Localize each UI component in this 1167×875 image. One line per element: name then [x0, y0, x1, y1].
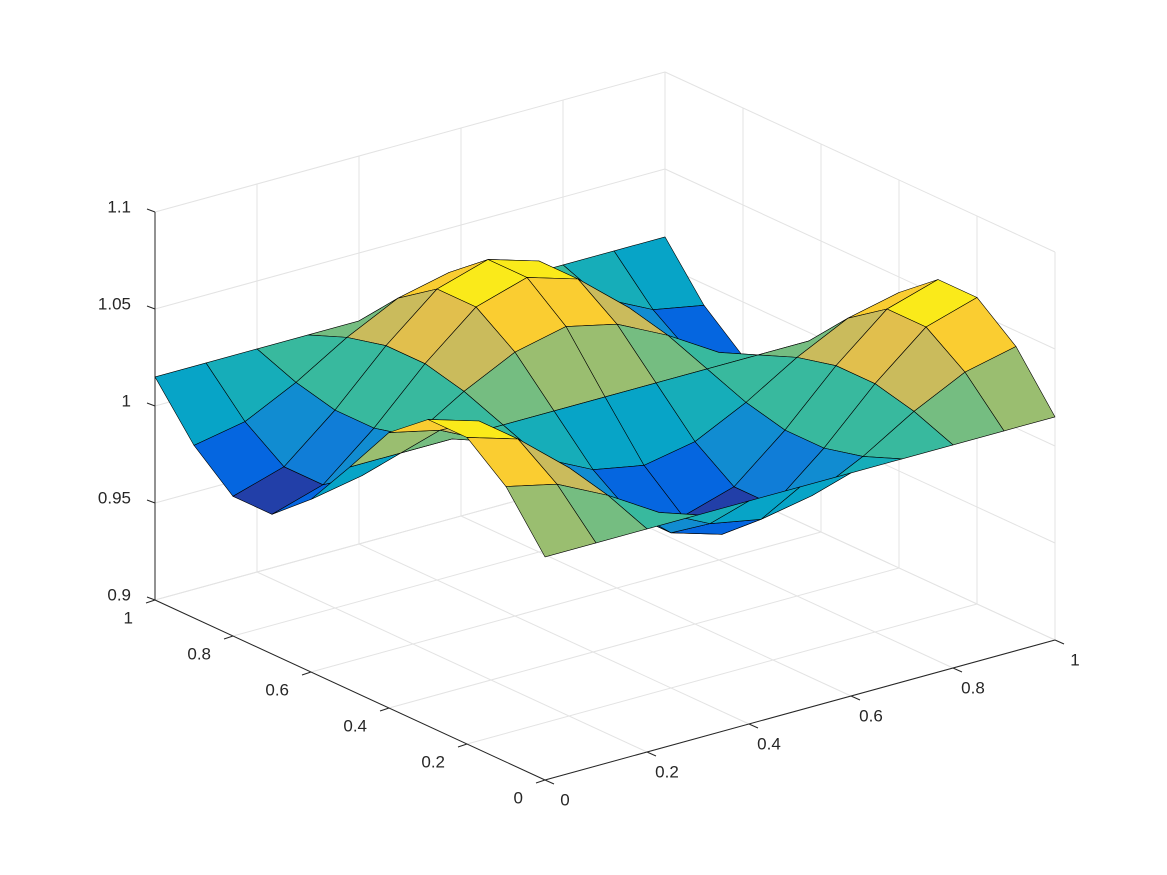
y-tick [301, 671, 312, 676]
grid-line [256, 571, 648, 753]
grid-line [466, 603, 978, 745]
grid-line [310, 531, 822, 673]
y-tick-label: 1 [124, 608, 133, 627]
grid-line [460, 515, 852, 697]
x-tick [748, 723, 759, 729]
y-tick [379, 707, 390, 712]
x-axis [544, 639, 1056, 781]
y-tick-label: 0.2 [421, 752, 445, 771]
y-tick [145, 599, 156, 604]
z-tick [146, 208, 156, 213]
z-tick-label: 1.1 [107, 197, 131, 216]
z-tick-label: 0.95 [98, 488, 131, 507]
x-tick-label: 0 [560, 790, 569, 809]
grid-line [388, 567, 900, 709]
z-tick-label: 1.05 [98, 294, 131, 313]
x-tick [646, 751, 657, 757]
grid-line [664, 71, 1056, 253]
x-tick [952, 667, 963, 673]
y-tick-label: 0.4 [343, 716, 367, 735]
x-tick-label: 1 [1070, 650, 1079, 669]
x-tick [1054, 639, 1065, 645]
y-tick [535, 779, 546, 784]
z-tick-label: 0.9 [107, 585, 131, 604]
x-tick-label: 0.6 [859, 706, 883, 725]
x-tick-label: 0.8 [961, 678, 985, 697]
grid-line [358, 543, 750, 725]
z-tick-label: 1 [122, 391, 131, 410]
y-tick-label: 0 [514, 788, 523, 807]
x-tick-label: 0.2 [655, 762, 679, 781]
x-tick-label: 0.4 [757, 734, 781, 753]
y-axis [154, 599, 546, 781]
x-tick [850, 695, 861, 701]
z-tick [146, 305, 156, 310]
grid-line [154, 71, 666, 213]
surface-patch [505, 483, 597, 558]
z-tick [146, 499, 156, 504]
x-tick [544, 779, 555, 785]
z-tick [146, 596, 156, 601]
y-tick-label: 0.8 [187, 644, 211, 663]
grid-line [154, 168, 666, 310]
y-tick [223, 635, 234, 640]
z-tick [146, 402, 156, 407]
y-tick [457, 743, 468, 748]
y-tick-label: 0.6 [265, 680, 289, 699]
